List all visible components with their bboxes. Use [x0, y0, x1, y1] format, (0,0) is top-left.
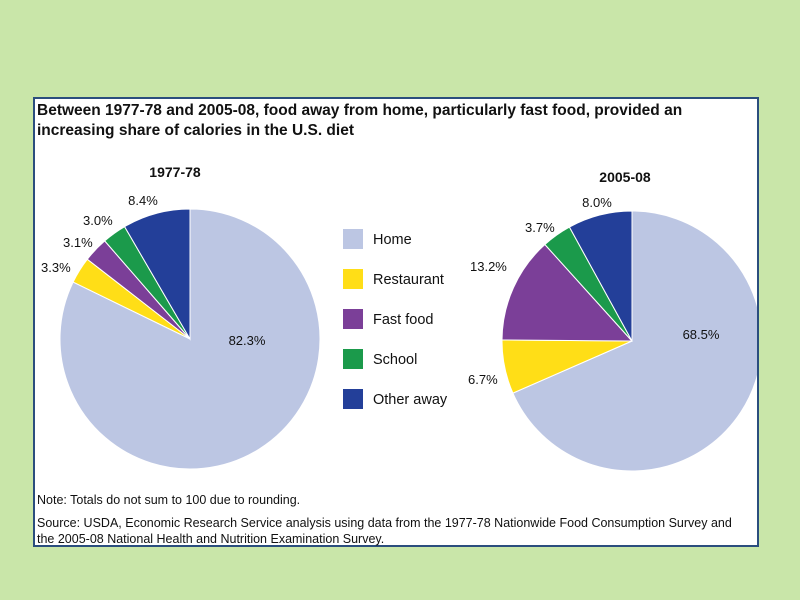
pie-title-1977-78: 1977-78	[149, 164, 201, 180]
label-1977-78-school: 3.0%	[83, 213, 113, 228]
label-2005-08-fast-food: 13.2%	[470, 259, 507, 274]
label-2005-08-home: 68.5%	[683, 327, 720, 342]
label-1977-78-home: 82.3%	[229, 333, 266, 348]
slice-1977-78-other-away	[123, 208, 191, 341]
pie-charts-area: 1977-78 82.3% 3.3% 3.1% 3.0% 8.4% 2005-08 68.5%…	[41, 164, 757, 472]
legend-swatch-school	[343, 349, 363, 369]
label-2005-08-restaurant: 6.7%	[468, 372, 498, 387]
chart-figure: Between 1977-78 and 2005-08, food away f…	[33, 97, 759, 547]
legend-swatch-home	[343, 229, 363, 249]
legend-label-other-away: Other away	[373, 392, 448, 408]
label-1977-78-fast-food: 3.1%	[63, 235, 93, 250]
legend-swatch-fast-food	[343, 309, 363, 329]
legend-label-home: Home	[373, 232, 412, 248]
label-1977-78-restaurant: 3.3%	[41, 260, 71, 275]
slice-2005-08-other-away	[568, 210, 633, 342]
chart-source: Source: USDA, Economic Research Service …	[37, 516, 732, 546]
legend-label-school: School	[373, 352, 417, 368]
slice-2005-08-home	[512, 210, 757, 472]
legend-label-restaurant: Restaurant	[373, 272, 444, 288]
label-1977-78-other-away: 8.4%	[128, 193, 158, 208]
legend-swatch-restaurant	[343, 269, 363, 289]
label-2005-08-other-away: 8.0%	[582, 195, 612, 210]
legend-swatch-other-away	[343, 389, 363, 409]
label-2005-08-school: 3.7%	[525, 220, 555, 235]
legend-label-fast-food: Fast food	[373, 312, 433, 328]
slice-2005-08-fast-food	[501, 243, 634, 342]
chart-note: Note: Totals do not sum to 100 due to ro…	[37, 493, 301, 507]
chart-title: Between 1977-78 and 2005-08, food away f…	[37, 102, 683, 139]
pie-title-2005-08: 2005-08	[599, 169, 651, 185]
